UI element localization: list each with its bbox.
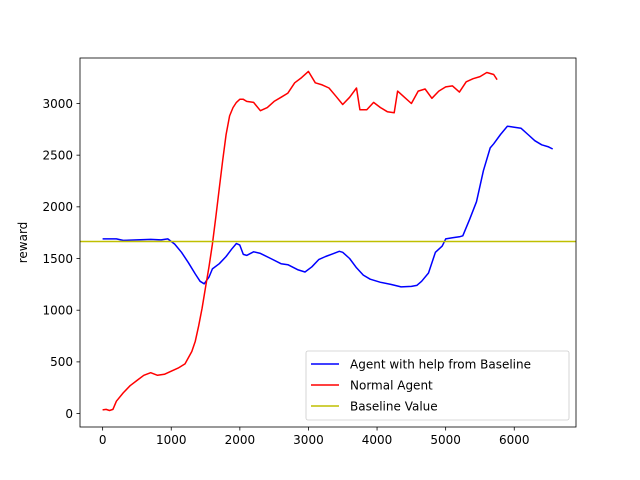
legend-box <box>305 350 570 421</box>
y-tick-label: 2000 <box>42 200 73 214</box>
series-line-agent-with-help <box>102 125 554 288</box>
y-axis-label: reward <box>16 222 30 264</box>
series-line-normal-agent <box>102 70 498 412</box>
legend-label-baseline-value: Baseline Value <box>350 400 438 414</box>
x-axis: 0 1000 2000 3000 4000 5000 6000 <box>99 427 530 447</box>
y-tick-label: 3000 <box>42 97 73 111</box>
x-tick-label: 3000 <box>293 433 324 447</box>
x-tick-label: 6000 <box>499 433 530 447</box>
series-layer <box>80 70 576 412</box>
x-tick-label: 4000 <box>362 433 393 447</box>
y-tick-label: 1000 <box>42 304 73 318</box>
y-tick-label: 2500 <box>42 148 73 162</box>
x-tick-label: 5000 <box>430 433 461 447</box>
x-tick-label: 2000 <box>225 433 256 447</box>
legend-label-normal-agent: Normal Agent <box>350 379 433 393</box>
x-tick-label: 1000 <box>156 433 187 447</box>
y-tick-label: 500 <box>50 355 73 369</box>
y-axis: 0 500 1000 1500 2000 2500 3000 <box>42 97 80 421</box>
plot-frame <box>79 57 577 428</box>
x-tick-label: 0 <box>99 433 107 447</box>
legend: Agent with help from Baseline Normal Age… <box>305 350 570 421</box>
y-tick-label: 1500 <box>42 252 73 266</box>
y-tick-label: 0 <box>65 407 73 421</box>
legend-label-agent-with-help: Agent with help from Baseline <box>350 358 531 372</box>
